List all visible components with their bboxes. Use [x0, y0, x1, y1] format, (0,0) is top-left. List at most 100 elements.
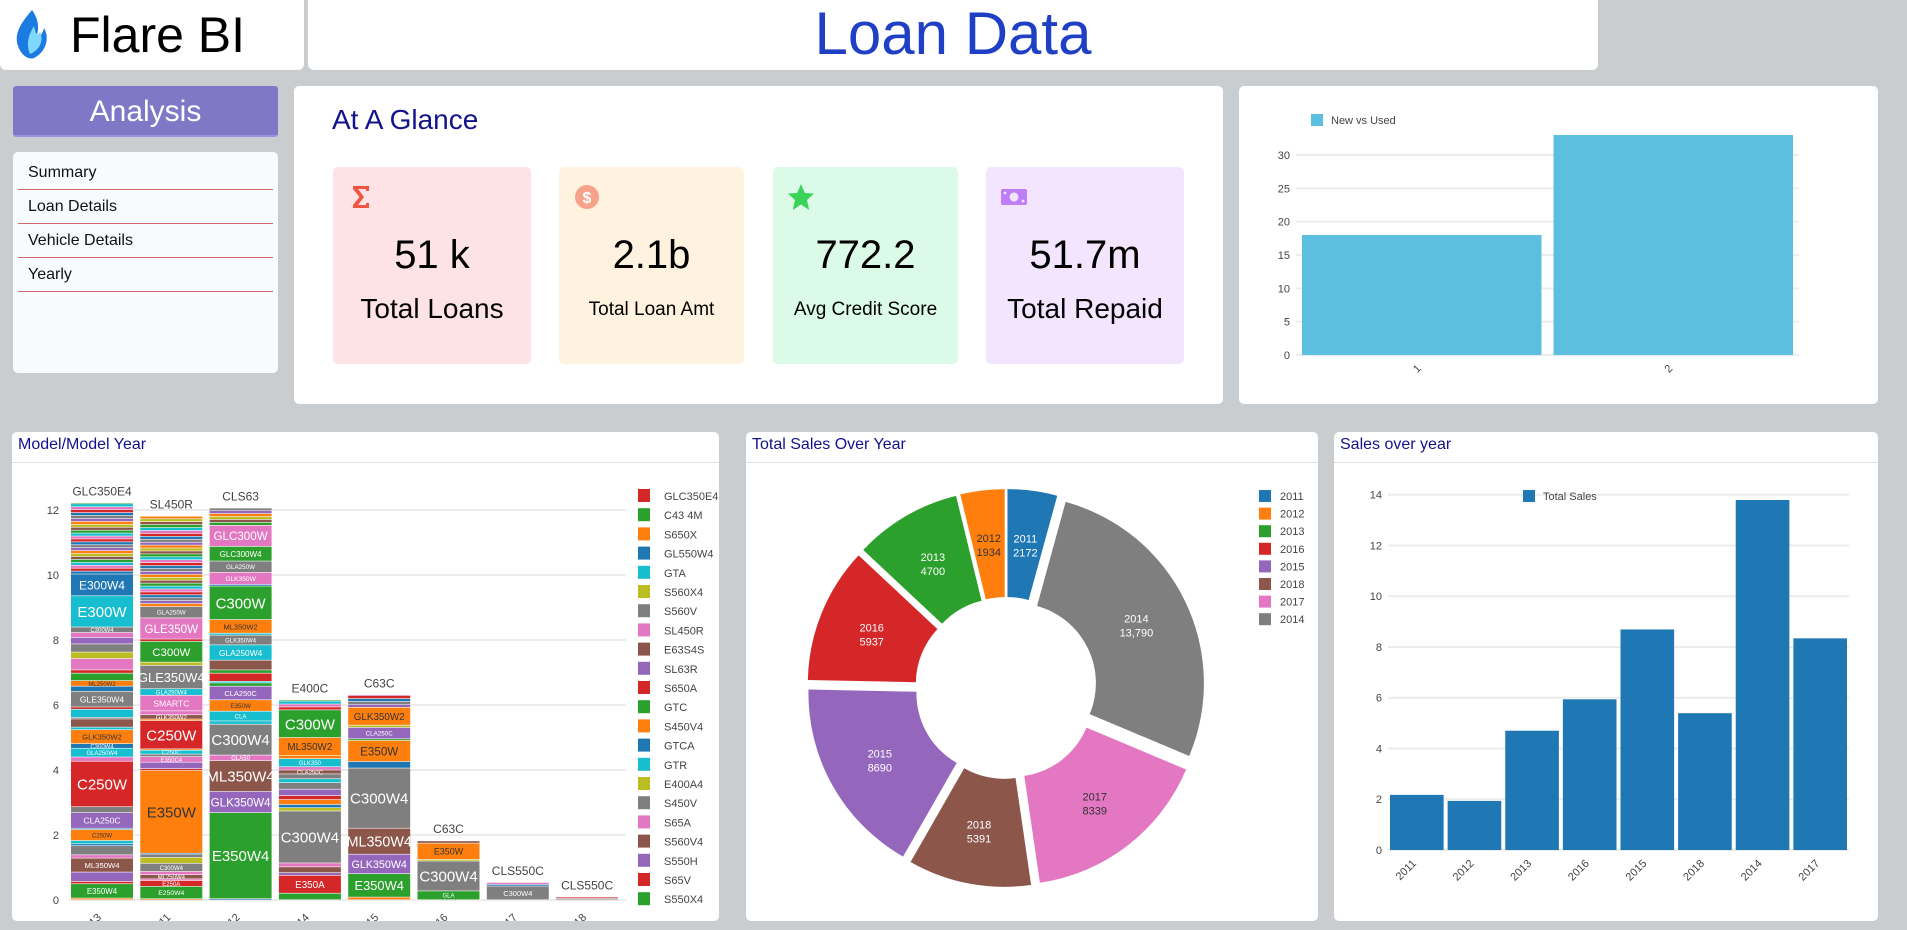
stack-segment [209, 525, 272, 547]
stack-segment [209, 724, 272, 755]
segment-label: GLA [442, 894, 454, 900]
stack-segment [140, 880, 203, 887]
segment-label: C250C [162, 751, 181, 757]
segment-label: ML350W4 [206, 769, 274, 786]
sidebar-item-loan-details[interactable]: Loan Details [18, 190, 273, 224]
stack-segment [417, 843, 480, 860]
segment-label: E350W [230, 703, 251, 710]
stack-segment [140, 527, 203, 531]
legend-label: S560V4 [664, 837, 703, 849]
model-year-chart: 0 2 4 6 8 10 12 E350W4 ML350W4 C250W CLA250C C250W G… [47, 485, 719, 922]
segment-label: C300W4 [419, 869, 477, 886]
stack-segment [71, 510, 133, 513]
stack-segment [278, 700, 341, 702]
stack-segment [71, 673, 133, 681]
legend-swatch [638, 604, 650, 618]
kpi-label: Avg Credit Score [793, 299, 938, 320]
segment-label: E300W4 [79, 578, 125, 592]
sidebar-item-vehicle-details[interactable]: Vehicle Details [18, 224, 273, 258]
stack-segment [278, 863, 341, 867]
stack-segment [71, 872, 133, 882]
legend-label: E63S4S [664, 645, 704, 657]
stack-segment [209, 755, 272, 761]
stack-segment [486, 882, 549, 885]
stack-segment [140, 662, 203, 666]
stack-segment [71, 627, 133, 633]
legend-label: Total Sales [1543, 491, 1597, 503]
stack-segment [140, 562, 203, 566]
legend-swatch [638, 777, 650, 790]
segment-label: SMARTC [153, 698, 189, 708]
stack-segment [209, 586, 272, 620]
legend-label: 2017 [1280, 597, 1304, 609]
y-tick-label: 2 [1376, 794, 1382, 806]
stack-segment [209, 760, 272, 792]
stack-segment [71, 559, 133, 563]
total-sales-donut: 2011 2172 2014 13,790 2017 8339 2018 5391 2015 86… [807, 489, 1304, 887]
legend-label: SL63R [664, 664, 698, 676]
stack-segment [348, 897, 411, 900]
stack-segment [278, 755, 341, 759]
legend-label: C43 4M [664, 510, 703, 522]
legend-label: 2018 [1280, 579, 1304, 591]
kpi-total-repaid: 51.7m Total Repaid [986, 167, 1184, 364]
stack-segment [140, 568, 203, 572]
stack-segment [417, 861, 480, 891]
stack-segment [71, 855, 133, 858]
legend-swatch [638, 815, 650, 829]
bar [1447, 800, 1502, 850]
segment-label: ML250W4 [158, 875, 186, 881]
stack-segment [209, 645, 272, 660]
bar [1620, 629, 1675, 850]
x-tick-label: 2014 [1739, 858, 1765, 884]
legend-label: S560V [664, 606, 698, 618]
sidebar-item-summary[interactable]: Summary [18, 156, 273, 190]
legend-label: S550H [664, 856, 698, 868]
stack-segment [209, 660, 272, 670]
x-tick-label: 2014 [286, 912, 312, 921]
stack-segment [71, 844, 133, 846]
stack-segment [348, 854, 411, 874]
stack-segment [71, 652, 133, 659]
stack-segment [278, 701, 341, 704]
stack-segment [209, 670, 272, 673]
x-tick-label: 2011 [148, 912, 173, 921]
stack-segment [348, 695, 411, 699]
segment-label: CLA250C [366, 731, 394, 738]
stack-segment [140, 542, 203, 545]
stack-segment [71, 515, 133, 519]
segment-label: E350W4 [212, 848, 270, 865]
stack-segment [140, 769, 203, 771]
legend-label: E400A4 [664, 779, 703, 791]
stack-segment [140, 770, 203, 853]
sigma-icon [353, 186, 369, 208]
segment-label: GLK350W [225, 576, 256, 583]
x-tick-label: 2015 [356, 912, 382, 921]
legend-label: S450V [664, 798, 698, 810]
stack-segment [71, 533, 133, 536]
kpi-value: 2.1b [612, 233, 691, 277]
bar-total-label: CLS550C [492, 864, 544, 878]
segment-label: CLA250C [297, 770, 324, 776]
sidebar-item-yearly[interactable]: Yearly [18, 258, 273, 292]
stack-segment [140, 754, 203, 757]
y-tick-label: 10 [47, 570, 59, 582]
legend-label: S550X4 [664, 894, 703, 906]
stack-segment [486, 884, 549, 886]
slice-value: 5391 [967, 833, 991, 845]
stack-segment [71, 828, 133, 830]
bar [1678, 713, 1732, 850]
legend-label: 2012 [1280, 509, 1304, 521]
stack-segment [140, 871, 203, 875]
total-sales-card: Total Sales Over Year 2011 2172 2014 13,790… [746, 432, 1318, 921]
stack-segment [140, 606, 203, 618]
bar [1553, 135, 1793, 355]
stack-segment [278, 875, 341, 893]
legend-swatch [638, 508, 650, 522]
stack-segment [71, 553, 133, 557]
stack-segment [140, 618, 203, 639]
analysis-button[interactable]: Analysis [13, 86, 278, 137]
y-tick-label: 0 [1376, 845, 1382, 857]
stack-segment [209, 635, 272, 645]
legend-swatch [1259, 525, 1271, 538]
